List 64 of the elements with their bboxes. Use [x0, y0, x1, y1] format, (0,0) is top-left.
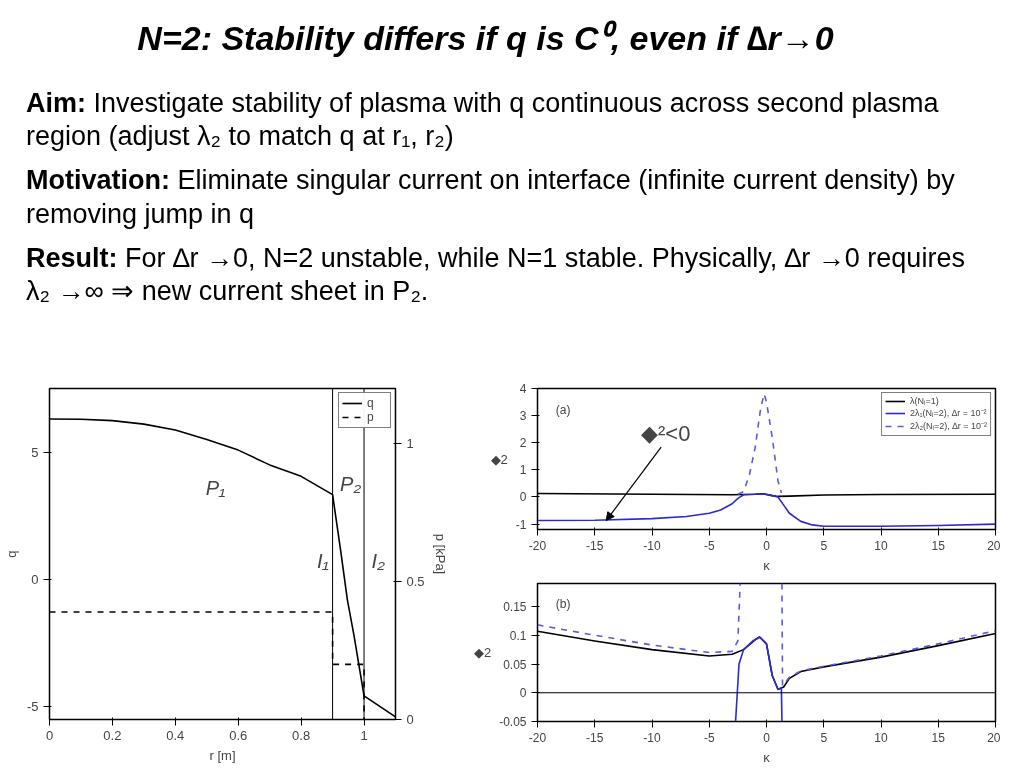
x-axis-title: r [m] — [209, 747, 236, 763]
x-tick-label: 0.2 — [103, 727, 122, 743]
x-tick-label: 20 — [987, 538, 1001, 553]
y-tick-label: 2 — [519, 436, 527, 451]
y-tick-label: 0 — [519, 686, 527, 701]
y-tick-label: 0.15 — [503, 600, 527, 614]
x-tick-label: -20 — [528, 538, 547, 553]
x-tick-label: 0.4 — [166, 727, 185, 743]
text: N=2: Stability differs if q is C⁰, even if ∆r→0 — [136, 18, 835, 59]
x-tick-label: 10 — [874, 538, 888, 553]
annotation: I₂ — [371, 549, 386, 572]
y-tick-label: 4 — [519, 382, 527, 396]
annotation: (b) — [555, 597, 571, 612]
y2-axis-title: p [kPa] — [432, 533, 448, 575]
annotation: I₁ — [316, 549, 329, 572]
y2-tick-label: 1 — [406, 436, 414, 452]
text: Result: For ∆r →0, N=2 unstable, while N=1 stable. Physically, ∆r →0 requires λ₂ →∞ ⇒ new current sheet in P₂. — [26, 241, 966, 309]
y-tick-label: 0 — [519, 490, 527, 505]
legend-label: p — [367, 410, 375, 424]
x-axis-title: κ — [763, 557, 771, 573]
x-tick-label: -5 — [703, 538, 715, 553]
text: Motivation: Eliminate singular current on interface (infinite current density) by removing jump in q — [26, 164, 956, 231]
x-tick-label: 0.6 — [229, 727, 248, 743]
x-tick-label: -20 — [528, 730, 547, 745]
y2-tick-label: 0.5 — [406, 574, 425, 590]
x-tick-label: -5 — [703, 730, 715, 745]
legend-label: 2λ₂(Nᵢ=2), ∆r = 10⁻² — [910, 420, 987, 432]
y-axis-title: ◆2 — [473, 645, 492, 660]
y-tick-label: 0.1 — [509, 628, 527, 643]
y-axis-title: q — [3, 550, 19, 558]
x-tick-label: 15 — [931, 538, 946, 553]
y-tick-label: 0 — [31, 571, 39, 587]
x-tick-label: 0.8 — [292, 727, 311, 743]
y-axis-title: ◆2 — [490, 451, 508, 467]
y-tick-label: -1 — [515, 517, 527, 532]
annotation: ◆²<0 — [641, 420, 691, 446]
x-tick-label: 0 — [45, 727, 54, 743]
y-tick-label: 5 — [31, 444, 39, 460]
annotation: P₁ — [205, 476, 226, 499]
x-tick-label: 1 — [360, 727, 368, 743]
y-tick-label: 1 — [519, 463, 527, 478]
x-tick-label: 0 — [763, 730, 771, 745]
x-tick-label: -15 — [586, 538, 604, 553]
y2-tick-label: 0 — [406, 712, 414, 727]
x-tick-label: 5 — [820, 730, 828, 745]
x-tick-label: 0 — [763, 538, 771, 553]
y-tick-label: -5 — [26, 699, 39, 715]
annotation: (a) — [555, 402, 571, 417]
x-tick-label: -10 — [643, 730, 661, 745]
y-tick-label: 0.05 — [503, 657, 527, 672]
x-axis-title: κ — [763, 749, 771, 765]
y-tick-label: 3 — [519, 409, 527, 424]
x-tick-label: 5 — [820, 538, 828, 553]
x-tick-label: -15 — [586, 730, 604, 745]
legend-label: q — [367, 396, 375, 410]
text: Aim: Investigate stability of plasma with q continuous across second plasma region (adjust λ₂ to match q at r₁, r₂) — [26, 86, 940, 154]
x-tick-label: 15 — [931, 730, 946, 745]
x-tick-label: 20 — [987, 730, 1001, 745]
annotation: P₂ — [340, 473, 362, 496]
legend-label: λ(Nᵢ=1) — [910, 396, 939, 406]
x-tick-label: 10 — [874, 730, 888, 745]
x-tick-label: -10 — [643, 538, 661, 553]
legend-label: 2λ₁(Nᵢ=2), ∆r = 10⁻² — [910, 407, 987, 419]
y-tick-label: -0.05 — [499, 715, 527, 729]
